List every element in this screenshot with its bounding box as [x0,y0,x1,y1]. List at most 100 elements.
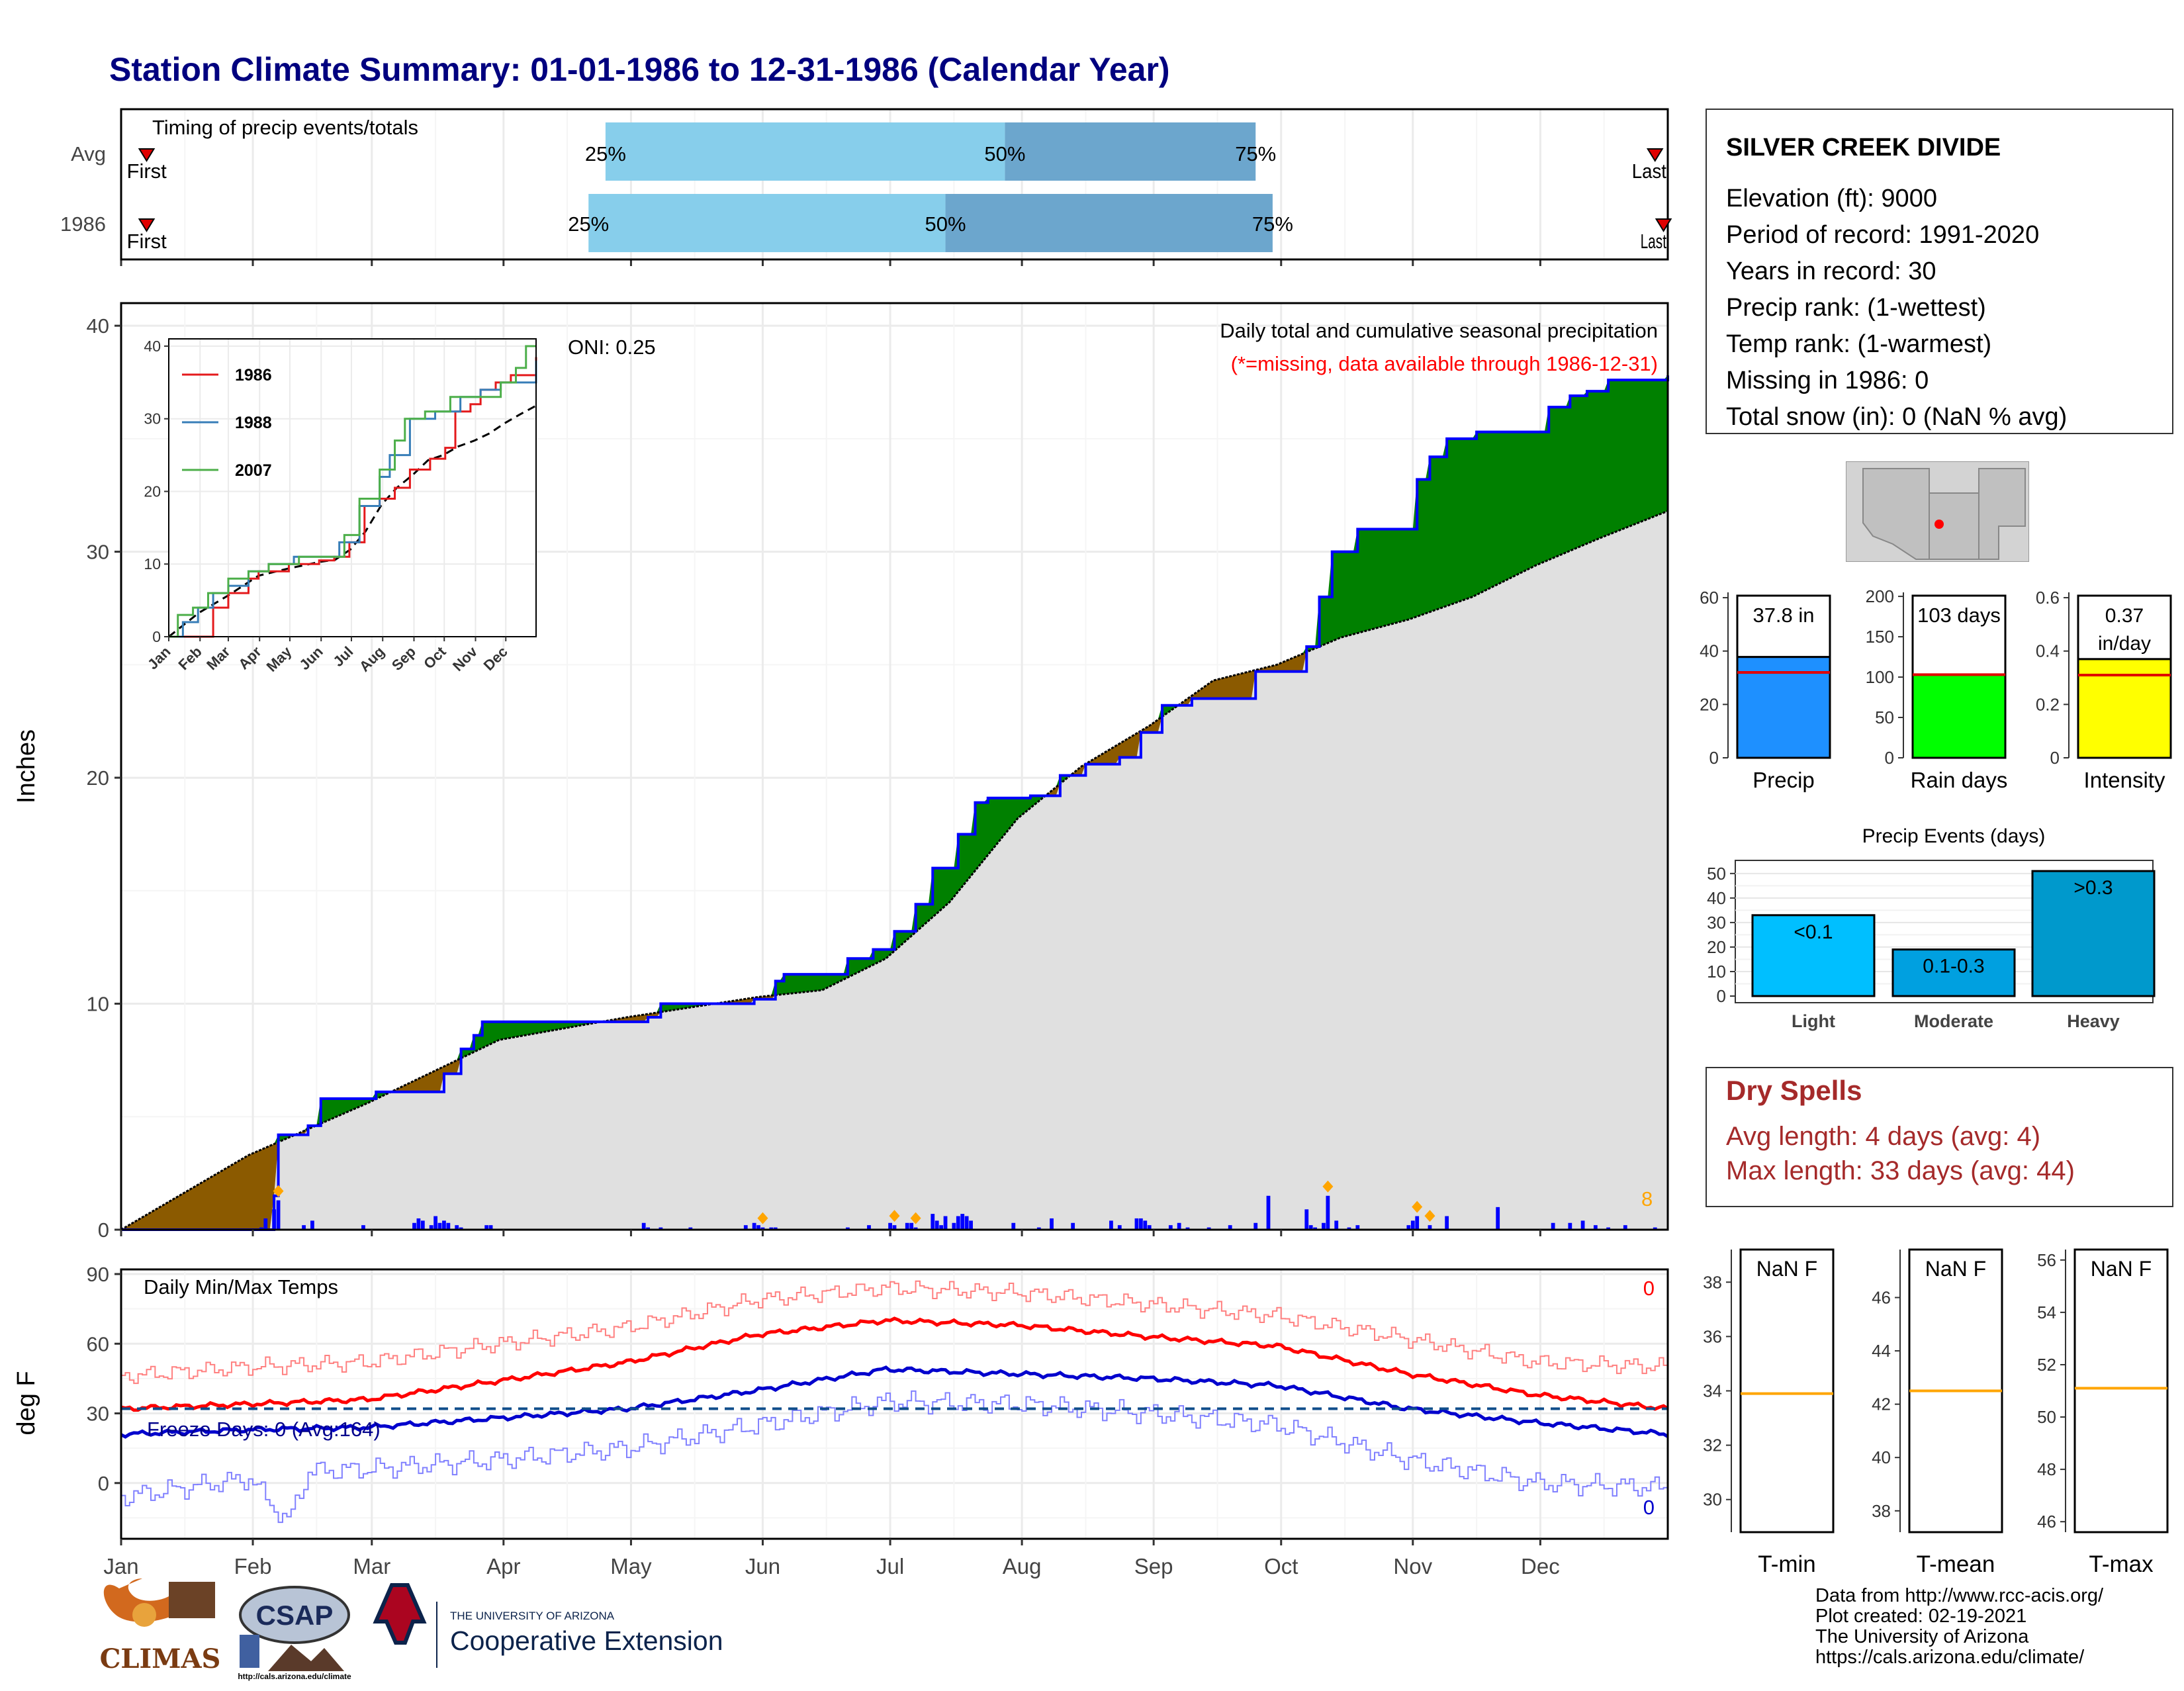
temp-summary-ytick-label: 50 [2037,1407,2056,1427]
event-category-label: Moderate [1914,1011,1993,1031]
temp-title: Daily Min/Max Temps [144,1275,338,1299]
daily-precip-bar [1326,1195,1330,1230]
daily-precip-bar [1568,1222,1572,1230]
temp-summary-ytick-label: 30 [1703,1490,1722,1510]
credit-line-1: Data from http://www.rcc-acis.org/ [1815,1585,2104,1606]
temp-summary-ytick-label: 46 [2037,1512,2056,1531]
season-value-label: 103 days [1917,604,2001,627]
daily-precip-bar [433,1216,437,1230]
station-period: Period of record: 1991-2020 [1726,221,2039,249]
month-label: Dec [1521,1554,1560,1578]
daily-precip-bar [1322,1222,1326,1230]
daily-precip-bar [455,1225,459,1230]
daily-precip-bar [752,1222,756,1230]
csap-logo: CSAP http://cals.arizona.edu/climate [238,1586,351,1681]
legend-label-1986: 1986 [235,366,272,385]
heavy-event-marker [1412,1201,1423,1213]
temp-panel: 0 30 60 90 deg F Daily Min/Max Temps Freeze… [13,1263,1669,1578]
temp-summary-ytick-label: 46 [1872,1288,1891,1308]
season-panel-name: Intensity [2084,768,2165,792]
event-bar-label: <0.1 [1794,921,1833,943]
season-box-1 [1911,594,2007,676]
heavy-event-marker [1322,1180,1334,1193]
deficit-area [121,511,1668,1230]
dry-spells-box: Dry Spells Avg length: 4 days (avg: 4) M… [1706,1067,2173,1207]
season-ytick-label: 40 [1700,641,1719,661]
events-ytick-label: 50 [1707,864,1726,884]
month-label: Oct [1264,1554,1298,1578]
marker-count-label: 8 [1641,1187,1653,1211]
daily-precip-bar [1071,1222,1075,1230]
month-label: May [610,1554,652,1578]
daily-precip-bar [1355,1225,1360,1230]
precip-ytick-label: 0 [98,1218,109,1242]
daily-precip-bar [302,1225,306,1230]
temp-ytick-label: 90 [87,1263,109,1286]
daily-precip-bar [1253,1222,1258,1230]
events-ytick-label: 40 [1707,888,1726,908]
inset-background [169,339,536,637]
climas-logo: CLIMAS [100,1578,221,1674]
timing-percent-label: 75% [1235,142,1276,165]
ua-small-text: THE UNIVERSITY OF ARIZONA [450,1610,615,1622]
temp-summary-ytick-label: 52 [2037,1355,2056,1375]
season-value-unit: in/day [2098,633,2151,655]
daily-precip-bar [488,1225,493,1230]
daily-precip-bar [416,1218,421,1230]
daily-precip-bar [943,1216,948,1230]
csap-bars [240,1635,259,1668]
station-years: Years in record: 30 [1726,257,1936,285]
surplus-area [121,375,1668,1230]
credit-line-2: Plot created: 02-19-2021 [1815,1606,2026,1627]
climas-logo-text: CLIMAS [100,1643,221,1674]
inset-legend: 1986 1988 2007 [182,366,272,480]
daily-precip-bar [939,1225,944,1230]
daily-precip-bar [1410,1220,1415,1230]
month-label: Jul [876,1554,904,1578]
first-event-marker [138,148,156,162]
season-ytick-label: 0 [1885,748,1894,768]
climas-sun [132,1603,156,1627]
season-ytick-label: 0.6 [2036,588,2060,608]
precip-ylabel: Inches [13,729,40,803]
month-label: Jan [103,1554,138,1578]
dry-spells-avg: Avg length: 4 days (avg: 4) [1726,1122,2040,1151]
last-event-label: Last [1632,160,1667,183]
daily-precip-bar [1623,1225,1627,1230]
locator-map [1846,461,2029,562]
record-max-line [121,1280,1668,1385]
daily-precip-bar [1606,1227,1611,1230]
daily-precip-bar [1228,1225,1232,1230]
timing-frame [120,108,1669,261]
event-bar-light [1751,914,1876,997]
daily-precip-bar [484,1225,489,1230]
temp-frame [120,1268,1669,1540]
csap-mountains [268,1645,344,1671]
month-label: Aug [1003,1554,1042,1578]
first-event-label: First [127,230,167,253]
daily-precip-bar [276,1200,281,1230]
station-box-frame [1706,109,2173,434]
daily-precip-bar [412,1222,416,1230]
temp-summary-ytick-label: 34 [1703,1381,1722,1401]
daily-precip-bar [259,1227,263,1230]
heavy-event-marker [1424,1210,1435,1222]
daily-precip-bar [952,1222,956,1230]
temp-summary-ytick-label: 44 [1872,1341,1891,1361]
temp-summary-ytick-label: 42 [1872,1394,1891,1414]
credit-line-4: https://cals.arizona.edu/climate/ [1815,1647,2085,1668]
dry-spells-max: Max length: 33 days (avg: 44) [1726,1156,2075,1185]
csap-logo-text: CSAP [256,1600,334,1631]
season-bar-1 [1911,673,2007,759]
heavy-event-marker [910,1212,921,1224]
temp-summary-ytick-label: 56 [2037,1250,2056,1270]
dry-spells-frame [1706,1067,2173,1207]
map-arizona-shape [1862,468,2026,560]
season-ytick-label: 0 [1709,748,1719,768]
daily-precip-bar [1138,1218,1143,1230]
daily-precip-bar [931,1214,935,1230]
daily-precip-bar [867,1225,871,1230]
daily-precip-bar [429,1225,433,1230]
daily-precip-bar [437,1222,442,1230]
